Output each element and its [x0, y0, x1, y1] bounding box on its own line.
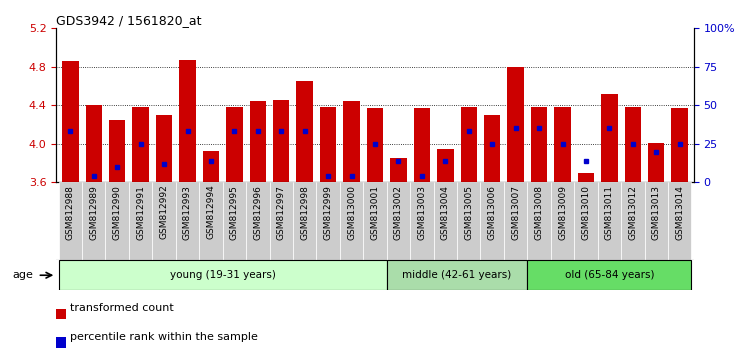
Text: GSM812993: GSM812993: [183, 185, 192, 240]
Bar: [625, 107, 641, 182]
Bar: [176, 182, 200, 260]
Bar: [437, 149, 454, 182]
Bar: [293, 182, 316, 260]
Text: GSM812996: GSM812996: [254, 185, 262, 240]
Bar: [668, 182, 692, 260]
Text: GSM812994: GSM812994: [206, 185, 215, 239]
Text: age: age: [12, 270, 33, 280]
Bar: [269, 182, 293, 260]
Text: GSM812989: GSM812989: [89, 185, 98, 240]
Bar: [106, 182, 129, 260]
Bar: [246, 182, 269, 260]
Text: GSM813006: GSM813006: [488, 185, 496, 240]
Text: GSM813009: GSM813009: [558, 185, 567, 240]
Text: GSM813004: GSM813004: [441, 185, 450, 240]
Bar: [344, 102, 360, 182]
Bar: [554, 107, 571, 182]
Bar: [86, 105, 102, 182]
Bar: [602, 94, 617, 182]
Bar: [550, 182, 574, 260]
Bar: [316, 182, 340, 260]
Text: GSM812990: GSM812990: [112, 185, 122, 240]
Bar: [200, 182, 223, 260]
Text: old (65-84 years): old (65-84 years): [565, 270, 654, 280]
Bar: [58, 182, 82, 260]
Bar: [273, 99, 290, 182]
Text: GSM813013: GSM813013: [652, 185, 661, 240]
Text: GSM812999: GSM812999: [323, 185, 332, 240]
Bar: [484, 115, 500, 182]
Bar: [410, 182, 434, 260]
Bar: [56, 337, 66, 348]
Text: GSM813000: GSM813000: [347, 185, 356, 240]
Bar: [671, 108, 688, 182]
Bar: [129, 182, 152, 260]
Text: young (19-31 years): young (19-31 years): [170, 270, 275, 280]
Bar: [504, 182, 527, 260]
Bar: [320, 107, 336, 182]
Text: percentile rank within the sample: percentile rank within the sample: [70, 332, 258, 342]
Bar: [527, 182, 550, 260]
Bar: [387, 260, 527, 290]
Bar: [56, 309, 66, 319]
Bar: [578, 173, 594, 182]
Bar: [152, 182, 176, 260]
Bar: [387, 182, 410, 260]
Text: GSM813007: GSM813007: [512, 185, 520, 240]
Bar: [527, 260, 692, 290]
Text: GSM812991: GSM812991: [136, 185, 146, 240]
Text: GSM813012: GSM813012: [628, 185, 638, 240]
Bar: [62, 61, 79, 182]
Bar: [133, 107, 148, 182]
Text: GSM812995: GSM812995: [230, 185, 238, 240]
Bar: [179, 60, 196, 182]
Text: GSM813002: GSM813002: [394, 185, 403, 240]
Text: GSM813008: GSM813008: [535, 185, 544, 240]
Text: GSM813010: GSM813010: [581, 185, 590, 240]
Bar: [457, 182, 481, 260]
Text: transformed count: transformed count: [70, 303, 174, 313]
Bar: [648, 143, 664, 182]
Bar: [598, 182, 621, 260]
Bar: [202, 150, 219, 182]
Bar: [414, 108, 430, 182]
Bar: [109, 120, 125, 182]
Text: GSM812992: GSM812992: [160, 185, 169, 239]
Bar: [644, 182, 668, 260]
Bar: [156, 115, 172, 182]
Text: middle (42-61 years): middle (42-61 years): [403, 270, 512, 280]
Text: GSM813011: GSM813011: [604, 185, 613, 240]
Text: GDS3942 / 1561820_at: GDS3942 / 1561820_at: [56, 14, 202, 27]
Bar: [531, 107, 548, 182]
Bar: [367, 108, 383, 182]
Bar: [296, 81, 313, 182]
Text: GSM812997: GSM812997: [277, 185, 286, 240]
Bar: [363, 182, 387, 260]
Bar: [58, 260, 387, 290]
Text: GSM813003: GSM813003: [417, 185, 426, 240]
Bar: [226, 107, 242, 182]
Bar: [460, 107, 477, 182]
Text: GSM813014: GSM813014: [675, 185, 684, 240]
Text: GSM813005: GSM813005: [464, 185, 473, 240]
Bar: [390, 158, 406, 182]
Text: GSM812998: GSM812998: [300, 185, 309, 240]
Text: GSM812988: GSM812988: [66, 185, 75, 240]
Bar: [250, 101, 266, 182]
Bar: [433, 182, 457, 260]
Bar: [621, 182, 644, 260]
Bar: [574, 182, 598, 260]
Bar: [223, 182, 246, 260]
Text: GSM813001: GSM813001: [370, 185, 380, 240]
Bar: [508, 67, 524, 182]
Bar: [481, 182, 504, 260]
Bar: [340, 182, 363, 260]
Bar: [82, 182, 106, 260]
